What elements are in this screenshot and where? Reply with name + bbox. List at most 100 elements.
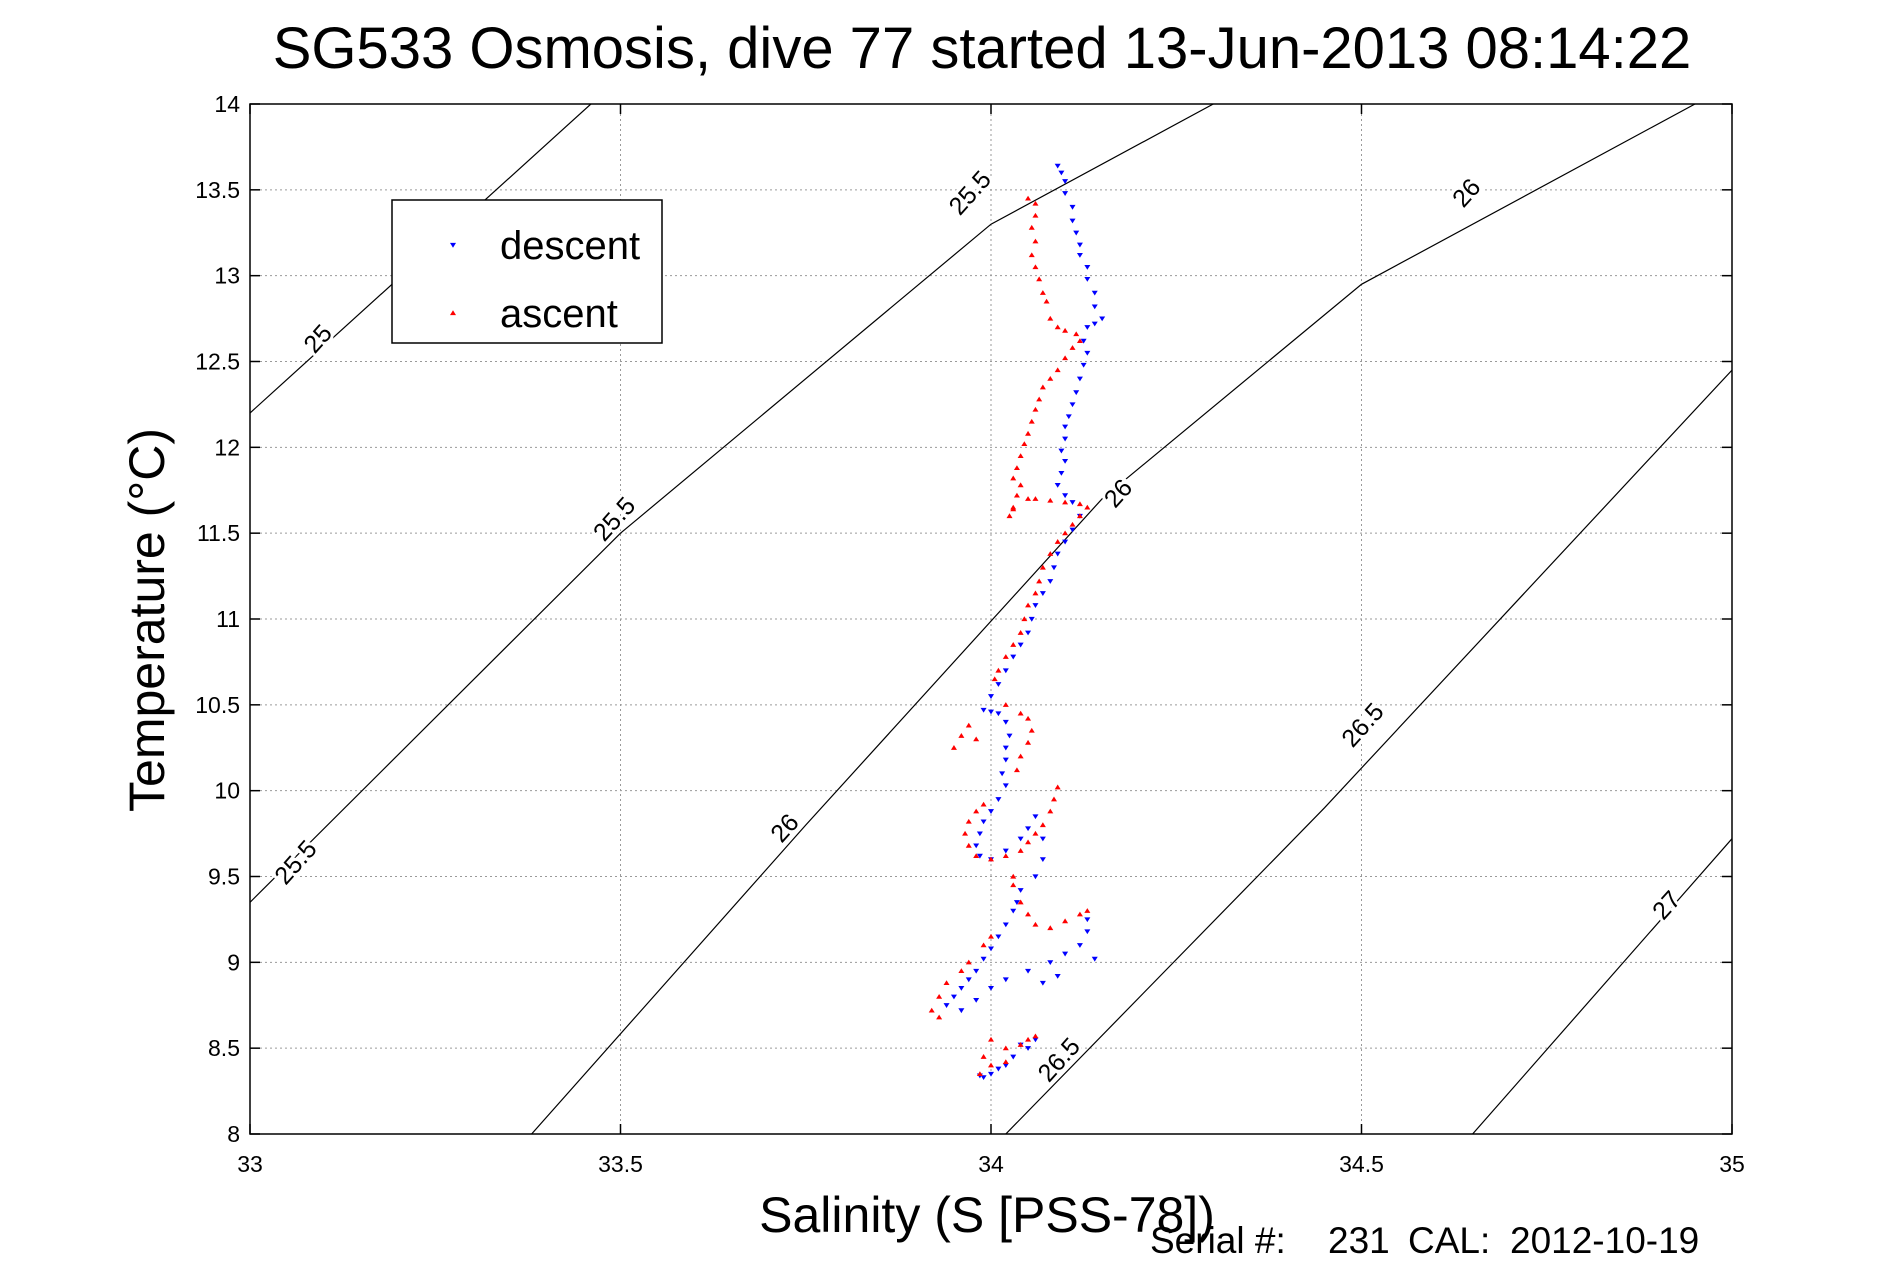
density-contour-label: 26.5 xyxy=(1336,698,1389,753)
data-point-ascent xyxy=(973,853,980,858)
data-point-ascent xyxy=(965,842,972,848)
data-point-descent xyxy=(1069,500,1076,505)
y-tick-label: 12.5 xyxy=(195,349,240,375)
data-point-ascent xyxy=(1017,1042,1024,1047)
data-point-descent xyxy=(1025,968,1032,974)
data-point-descent xyxy=(1054,483,1061,488)
data-point-ascent xyxy=(1036,276,1043,282)
data-point-descent xyxy=(988,1071,994,1077)
data-point-ascent xyxy=(936,993,943,999)
data-point-ascent xyxy=(1039,822,1046,828)
data-point-descent xyxy=(1017,836,1024,842)
data-point-descent xyxy=(1017,888,1024,893)
data-point-descent xyxy=(1091,321,1098,327)
data-point-descent xyxy=(1050,565,1057,571)
data-point-descent xyxy=(980,956,987,962)
data-point-ascent xyxy=(1021,441,1028,446)
data-point-descent xyxy=(973,968,980,974)
data-point-ascent xyxy=(1002,853,1009,858)
data-point-descent xyxy=(1032,603,1039,608)
data-point-ascent xyxy=(1073,331,1080,337)
data-point-descent xyxy=(1091,304,1098,310)
data-point-descent xyxy=(980,1075,987,1081)
data-point-descent xyxy=(965,977,972,983)
data-point-descent xyxy=(1084,325,1091,330)
data-point-descent xyxy=(1062,951,1069,957)
data-point-ascent xyxy=(1084,908,1091,913)
data-point-ascent xyxy=(1069,521,1076,527)
data-point-ascent xyxy=(1017,899,1024,905)
density-contours xyxy=(250,104,1732,1134)
data-point-ascent xyxy=(1039,290,1046,295)
data-point-ascent xyxy=(1047,925,1054,931)
data-point-ascent xyxy=(1013,492,1020,498)
data-point-ascent xyxy=(1043,298,1050,304)
data-point-ascent xyxy=(1025,195,1032,201)
data-point-descent xyxy=(1062,436,1069,442)
data-point-descent xyxy=(1099,316,1106,322)
data-point-ascent xyxy=(1032,921,1039,927)
density-contour-line xyxy=(1472,838,1732,1134)
data-point-ascent xyxy=(1025,496,1032,501)
data-point-ascent xyxy=(976,1071,983,1077)
y-tick-labels: 8 8.5 9 9.5 10 10.5 11 11.5 12 12.5 13 13.5 14 xyxy=(195,91,240,1147)
data-point-descent xyxy=(1039,591,1046,596)
density-contour-label: 26 xyxy=(765,809,804,848)
data-point-ascent xyxy=(1010,506,1017,512)
data-point-descent xyxy=(1028,616,1035,622)
y-tick-label: 10 xyxy=(214,778,240,804)
calibration-footer: Serial #: 231 CAL: 2012-10-19 xyxy=(1150,1220,1699,1261)
data-point-ascent xyxy=(1036,578,1043,584)
density-contour-label: 26 xyxy=(1099,474,1138,513)
data-point-descent xyxy=(1069,204,1076,210)
serial-value: 231 xyxy=(1328,1220,1390,1261)
data-point-descent xyxy=(1002,719,1009,725)
data-point-ascent xyxy=(965,722,972,728)
data-point-ascent xyxy=(1062,355,1069,361)
data-point-ascent xyxy=(1076,501,1083,507)
x-tick-labels: 33 33.5 34 34.5 35 xyxy=(237,1151,1745,1177)
data-point-ascent xyxy=(988,933,994,939)
data-point-descent xyxy=(1054,973,1061,979)
data-point-ascent xyxy=(1028,252,1035,258)
x-axis-label: Salinity (S [PSS-78]) xyxy=(759,1187,1215,1243)
data-point-ascent xyxy=(928,1007,935,1013)
data-point-descent xyxy=(988,694,994,699)
data-point-ascent xyxy=(1025,739,1032,745)
data-point-ascent xyxy=(1017,753,1024,759)
data-point-ascent xyxy=(936,1014,943,1020)
data-point-ascent xyxy=(1032,590,1039,596)
data-point-ascent xyxy=(973,808,980,814)
x-tick-label: 33.5 xyxy=(598,1151,643,1177)
data-point-descent xyxy=(1084,917,1091,923)
data-point-descent xyxy=(943,1003,950,1008)
data-point-descent xyxy=(999,771,1006,777)
data-point-ascent xyxy=(980,801,987,807)
data-point-descent xyxy=(1091,956,1098,962)
data-point-ascent xyxy=(1047,808,1054,814)
data-point-descent xyxy=(1017,642,1024,648)
data-point-ascent xyxy=(1062,918,1069,924)
data-point-descent xyxy=(995,711,1002,717)
y-tick-label: 12 xyxy=(214,434,240,460)
data-point-descent xyxy=(1084,277,1091,282)
data-point-descent xyxy=(995,797,1002,802)
data-point-descent xyxy=(1062,424,1069,430)
data-point-descent xyxy=(988,709,994,715)
data-point-ascent xyxy=(1017,710,1024,716)
legend-box xyxy=(391,199,663,344)
data-point-descent xyxy=(1054,163,1061,169)
data-point-descent xyxy=(973,998,980,1003)
data-point-ascent xyxy=(1047,315,1054,321)
data-point-ascent xyxy=(1032,496,1039,501)
data-point-ascent xyxy=(980,1054,987,1059)
data-point-descent xyxy=(1039,980,1046,986)
data-point-descent xyxy=(995,934,1002,940)
data-point-ascent xyxy=(1039,384,1046,390)
y-tick-label: 8.5 xyxy=(208,1035,240,1061)
data-point-descent xyxy=(995,682,1002,687)
data-point-descent xyxy=(1076,376,1083,382)
data-point-descent xyxy=(1062,191,1069,196)
data-point-descent xyxy=(1080,338,1087,344)
data-point-ascent xyxy=(973,736,980,742)
